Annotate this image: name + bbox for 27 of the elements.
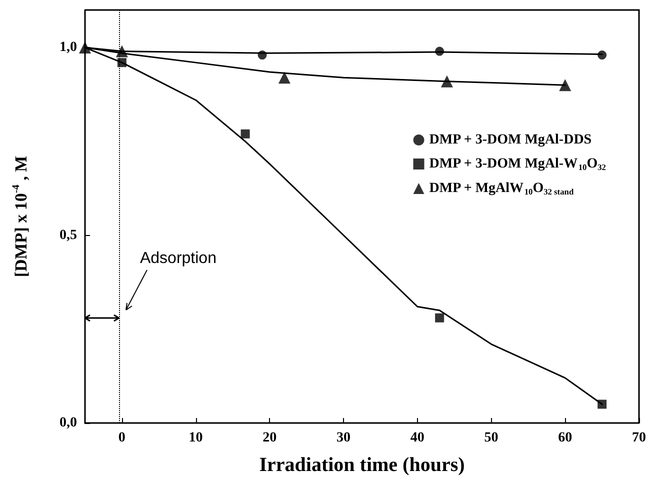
y-tick-label: 0,0 xyxy=(60,416,77,430)
point xyxy=(116,45,128,58)
point xyxy=(258,50,267,60)
x-tick-label: 30 xyxy=(336,430,351,446)
y-tick-label: 0,5 xyxy=(60,228,77,243)
annotation: Adsorption xyxy=(140,250,216,267)
point xyxy=(240,129,250,138)
point xyxy=(435,313,444,322)
x-tick-label: 10 xyxy=(188,430,203,446)
point xyxy=(278,72,290,84)
point xyxy=(598,400,607,409)
y-tick-label: 1,0 xyxy=(60,40,77,56)
legend-label: DMP + 3-DOM MgAl-DDS xyxy=(429,132,592,148)
point xyxy=(435,46,444,56)
point xyxy=(598,50,607,60)
x-tick-label: 40 xyxy=(410,430,424,446)
x-tick-label: 0 xyxy=(118,430,126,446)
point xyxy=(559,79,572,92)
y-axis-title: [DMP] x 10-4 , M xyxy=(11,156,30,278)
x-tick-label: 70 xyxy=(632,430,646,446)
x-tick-label: 60 xyxy=(558,430,572,446)
x-tick-label: 20 xyxy=(262,430,277,446)
point xyxy=(117,58,126,68)
x-axis-title: Irradiation time (hours) xyxy=(259,454,465,476)
point xyxy=(79,42,91,54)
point xyxy=(440,75,453,88)
x-tick-label: 50 xyxy=(484,430,498,446)
